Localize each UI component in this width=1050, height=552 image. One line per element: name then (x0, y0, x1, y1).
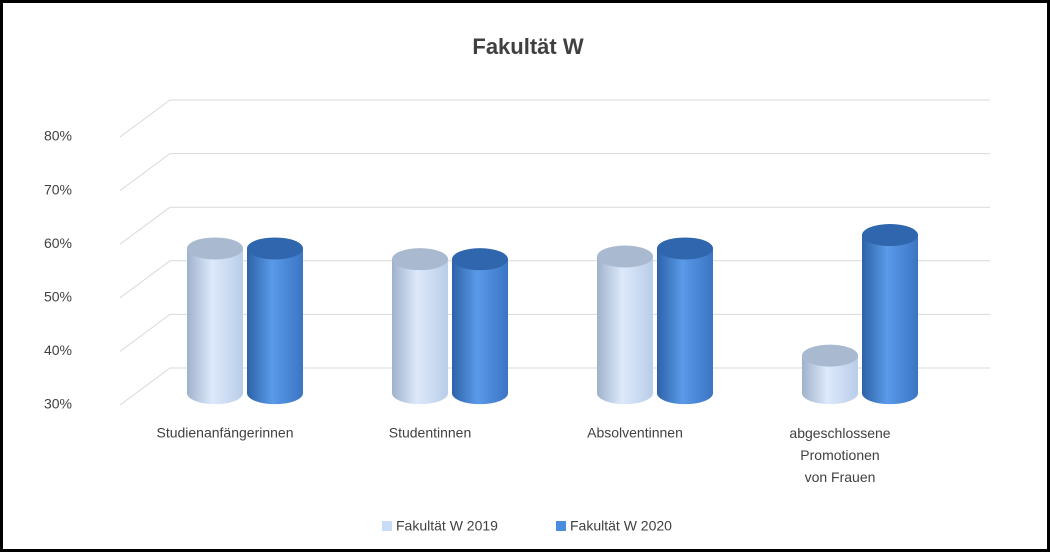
bar-base (597, 382, 653, 405)
bar-base (392, 382, 448, 405)
bar (802, 344, 858, 405)
bar (657, 237, 713, 405)
chart-title: Fakultät W (472, 34, 583, 59)
x-tick-label: Studienanfängerinnen (156, 425, 293, 441)
bar (187, 237, 243, 405)
grid-line (119, 99, 171, 138)
bar-base (862, 382, 918, 405)
bar-top (452, 248, 508, 271)
x-tick-label: abgeschlossene Promotionen von Frauen (789, 425, 890, 485)
bar-base (802, 382, 858, 405)
bar (392, 248, 448, 405)
bar (452, 248, 508, 405)
x-tick-label: Absolventinnen (587, 425, 683, 441)
bar-base (187, 382, 243, 405)
bar-top (247, 237, 303, 260)
bar-top (657, 237, 713, 260)
bar (247, 237, 303, 405)
y-tick-label: 80% (44, 128, 72, 144)
x-tick-label: Studentinnen (389, 425, 472, 441)
legend-label: Fakultät W 2020 (570, 518, 672, 534)
bar-body (392, 259, 448, 394)
grid-line (119, 206, 171, 245)
bar-body (862, 235, 918, 394)
bar-top (802, 344, 858, 367)
bar-top (597, 245, 653, 268)
y-tick-label: 40% (44, 342, 72, 358)
grid-line (119, 153, 171, 192)
bar-body (597, 256, 653, 394)
bar-base (657, 382, 713, 405)
bar (597, 245, 653, 405)
bar-base (247, 382, 303, 405)
legend-swatch (382, 521, 392, 531)
y-tick-label: 70% (44, 181, 72, 197)
bar-body (187, 248, 243, 394)
bar-top (392, 248, 448, 271)
bar-body (452, 259, 508, 394)
legend-label: Fakultät W 2019 (396, 518, 498, 534)
grid-line (119, 367, 171, 406)
bar-top (862, 224, 918, 247)
bar-top (187, 237, 243, 260)
y-tick-label: 60% (44, 235, 72, 251)
legend-swatch (556, 521, 566, 531)
y-tick-label: 50% (44, 289, 72, 305)
bar-body (657, 248, 713, 394)
grid-line (119, 313, 171, 352)
bar-body (247, 248, 303, 394)
y-tick-label: 30% (44, 396, 72, 412)
bar (862, 224, 918, 405)
grid-line (119, 260, 171, 299)
bar-base (452, 382, 508, 405)
